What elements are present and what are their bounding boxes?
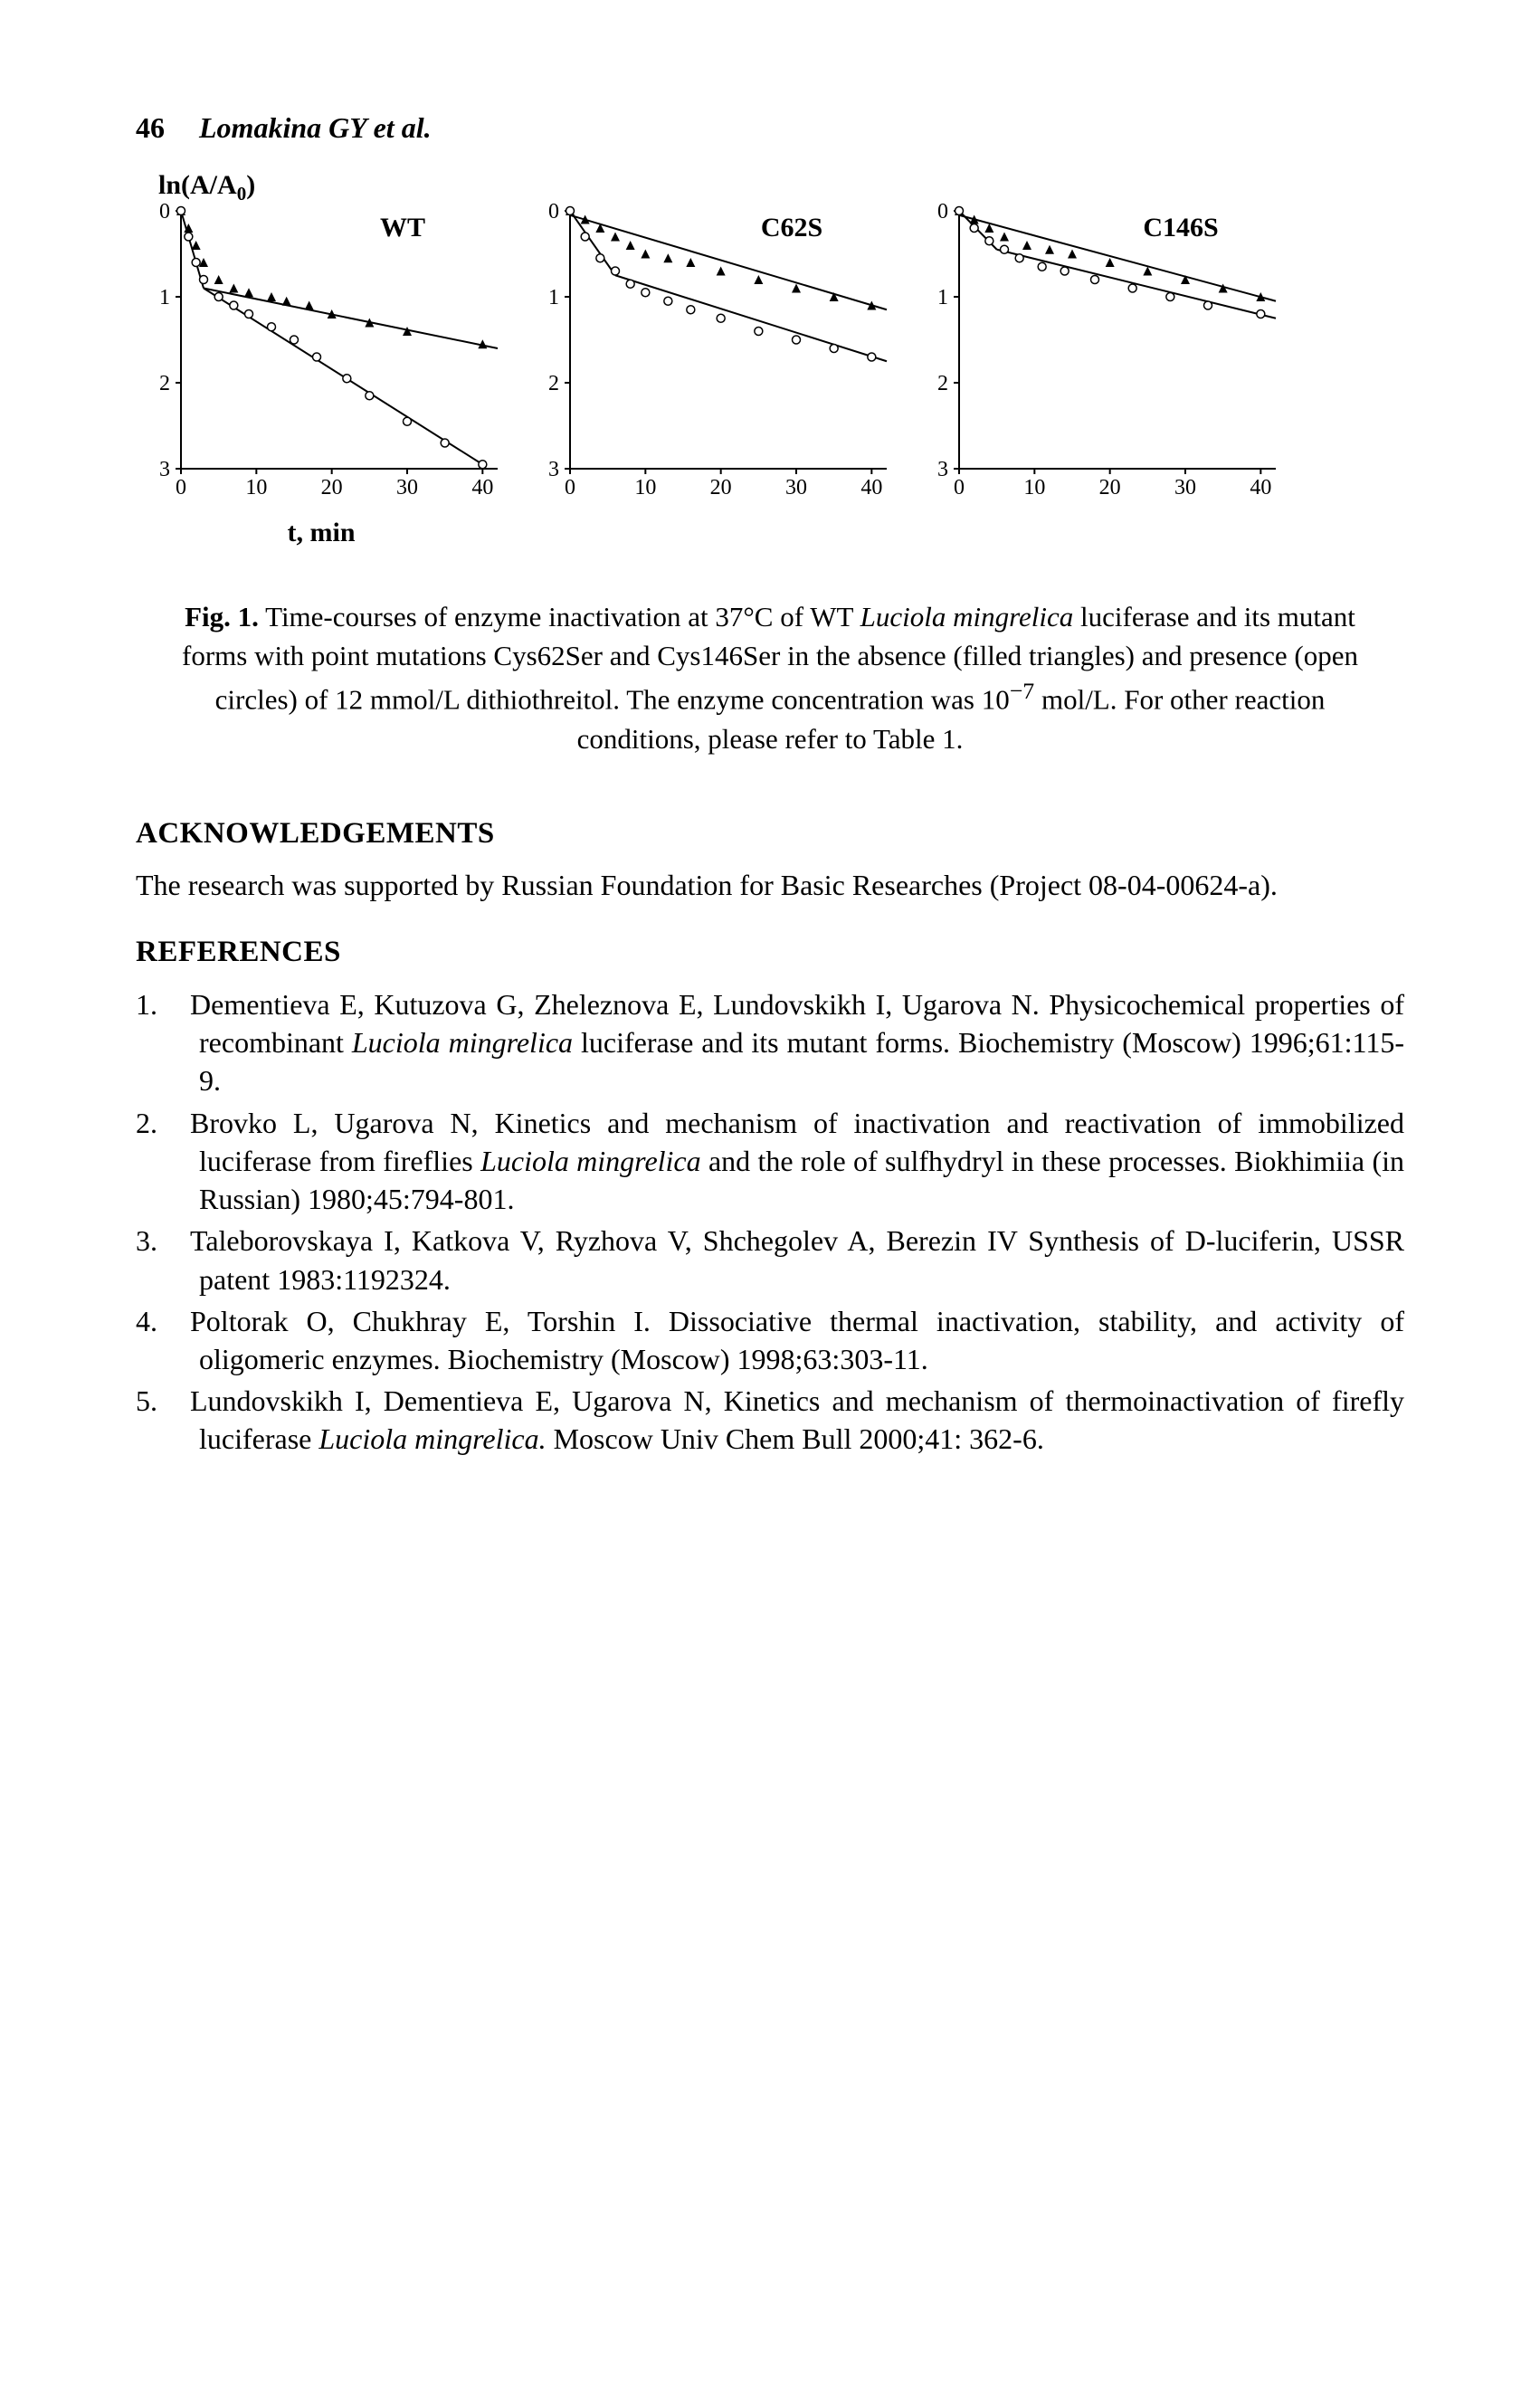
reference-item: Dementieva E, Kutuzova G, Zheleznova E, … — [136, 985, 1404, 1100]
svg-text:30: 30 — [1174, 476, 1196, 499]
svg-text:3: 3 — [937, 458, 948, 481]
reference-item: Brovko L, Ugarova N, Kinetics and mechan… — [136, 1104, 1404, 1219]
svg-text:0: 0 — [565, 476, 575, 499]
reference-item: Poltorak O, Chukhray E, Torshin I. Disso… — [136, 1302, 1404, 1378]
svg-text:20: 20 — [1099, 476, 1121, 499]
panel-c146s: 0123010203040C146S — [914, 202, 1285, 552]
running-head: 46 Lomakina GY et al. — [136, 109, 1404, 147]
panel-wt: ln(A/A0) 0123010203040WT t, min — [136, 202, 507, 552]
svg-text:30: 30 — [396, 476, 418, 499]
ack-heading: ACKNOWLEDGEMENTS — [136, 813, 1404, 854]
svg-text:3: 3 — [159, 458, 170, 481]
x-axis-label: t, min — [136, 515, 507, 552]
svg-text:40: 40 — [471, 476, 493, 499]
svg-text:0: 0 — [176, 476, 186, 499]
svg-text:20: 20 — [321, 476, 343, 499]
svg-text:20: 20 — [710, 476, 732, 499]
figure-caption: Fig. 1. Time-courses of enzyme inactivat… — [159, 597, 1381, 759]
figure-panels: ln(A/A0) 0123010203040WT t, min 01230102… — [136, 202, 1404, 552]
svg-text:10: 10 — [245, 476, 267, 499]
svg-text:2: 2 — [937, 372, 948, 395]
svg-text:1: 1 — [159, 286, 170, 309]
svg-text:30: 30 — [785, 476, 807, 499]
reference-item: Taleborovskaya I, Katkova V, Ryzhova V, … — [136, 1222, 1404, 1298]
svg-text:1: 1 — [937, 286, 948, 309]
refs-heading: REFERENCES — [136, 932, 1404, 973]
references-list: Dementieva E, Kutuzova G, Zheleznova E, … — [136, 985, 1404, 1459]
chart-c146s: 0123010203040C146S — [914, 202, 1285, 509]
svg-text:40: 40 — [1250, 476, 1271, 499]
svg-text:C62S: C62S — [761, 213, 822, 243]
svg-text:2: 2 — [159, 372, 170, 395]
svg-text:40: 40 — [860, 476, 882, 499]
svg-text:1: 1 — [548, 286, 559, 309]
svg-text:0: 0 — [937, 202, 948, 223]
header-authors: Lomakina GY et al. — [199, 111, 432, 144]
svg-text:0: 0 — [548, 202, 559, 223]
panel-c62s: 0123010203040C62S — [525, 202, 896, 552]
page-number: 46 — [136, 111, 165, 144]
chart-wt: 0123010203040WT — [136, 202, 507, 509]
svg-text:10: 10 — [634, 476, 656, 499]
y-axis-label: ln(A/A0) — [158, 167, 255, 206]
reference-item: Lundovskikh I, Dementieva E, Ugarova N, … — [136, 1382, 1404, 1458]
svg-text:C146S: C146S — [1143, 213, 1218, 243]
svg-text:2: 2 — [548, 372, 559, 395]
chart-c62s: 0123010203040C62S — [525, 202, 896, 509]
svg-text:0: 0 — [954, 476, 965, 499]
svg-text:3: 3 — [548, 458, 559, 481]
caption-leading: Fig. 1. — [185, 601, 259, 632]
svg-text:WT: WT — [380, 213, 425, 243]
ack-text: The research was supported by Russian Fo… — [136, 866, 1404, 905]
svg-text:10: 10 — [1023, 476, 1045, 499]
